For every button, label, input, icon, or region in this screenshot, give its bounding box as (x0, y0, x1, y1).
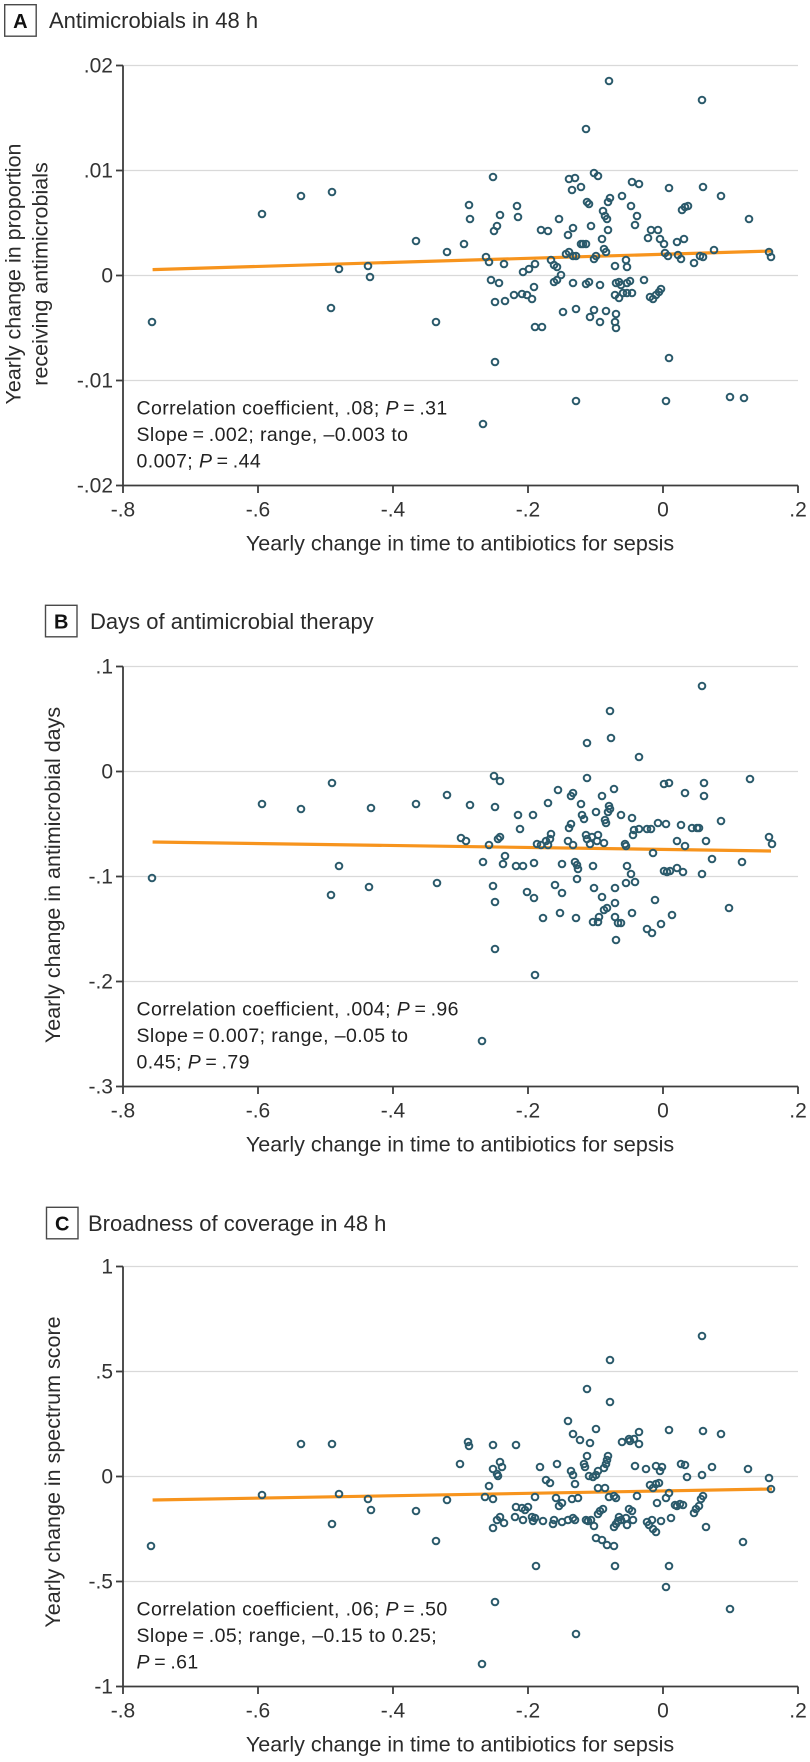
svg-text:Yearly change in proportion: Yearly change in proportion (2, 144, 26, 405)
svg-text:-.6: -.6 (246, 1100, 271, 1123)
svg-text:Broadness of coverage in 48 h: Broadness of coverage in 48 h (88, 1211, 386, 1236)
svg-text:B: B (54, 612, 68, 634)
svg-text:A: A (13, 11, 27, 33)
svg-text:-1: -1 (94, 1676, 113, 1699)
svg-text:.1: .1 (95, 656, 113, 679)
svg-text:-.8: -.8 (111, 1100, 136, 1123)
svg-text:Yearly change in time to antib: Yearly change in time to antibiotics for… (246, 1733, 674, 1757)
svg-text:Correlation coefficient, .004;: Correlation coefficient, .004; P = .96 (137, 999, 459, 1021)
svg-text:-.2: -.2 (516, 499, 541, 522)
svg-text:Yearly change in antimicrobial: Yearly change in antimicrobial days (41, 707, 65, 1043)
svg-text:-.4: -.4 (381, 1700, 406, 1723)
svg-text:.2: .2 (789, 1100, 807, 1123)
svg-text:.2: .2 (789, 499, 807, 522)
svg-text:0: 0 (101, 761, 113, 784)
svg-text:-.2: -.2 (516, 1100, 541, 1123)
svg-text:Slope = .05; range, –0.15 to 0: Slope = .05; range, –0.15 to 0.25; (137, 1625, 438, 1647)
svg-text:Correlation coefficient, .08;: Correlation coefficient, .08; P = .31 (137, 398, 448, 420)
svg-text:1: 1 (101, 1256, 113, 1279)
svg-text:receiving antimicrobials: receiving antimicrobials (29, 162, 53, 385)
svg-text:-.4: -.4 (381, 1100, 406, 1123)
svg-text:.01: .01 (84, 160, 113, 183)
svg-text:-.2: -.2 (88, 971, 113, 994)
svg-text:0.007; P = .44: 0.007; P = .44 (137, 451, 262, 473)
svg-text:0: 0 (657, 499, 669, 522)
svg-text:0: 0 (657, 1700, 669, 1723)
svg-text:Yearly change in spectrum scor: Yearly change in spectrum score (41, 1316, 65, 1627)
svg-text:P = .61: P = .61 (137, 1652, 199, 1674)
svg-text:-.01: -.01 (77, 370, 113, 393)
svg-text:-.6: -.6 (246, 499, 271, 522)
svg-text:0: 0 (101, 265, 113, 288)
svg-text:-.02: -.02 (77, 475, 113, 498)
svg-text:0: 0 (657, 1100, 669, 1123)
svg-text:-.1: -.1 (88, 866, 113, 889)
svg-text:-.5: -.5 (88, 1571, 113, 1594)
svg-text:.02: .02 (84, 55, 113, 78)
svg-text:Yearly change in time to antib: Yearly change in time to antibiotics for… (246, 1133, 674, 1157)
svg-text:Days of antimicrobial therapy: Days of antimicrobial therapy (90, 609, 374, 634)
svg-text:.2: .2 (789, 1700, 807, 1723)
svg-text:-.4: -.4 (381, 499, 406, 522)
svg-text:-.8: -.8 (111, 499, 136, 522)
svg-text:-.3: -.3 (88, 1076, 113, 1099)
svg-text:.5: .5 (95, 1361, 113, 1384)
svg-text:Slope = .002; range, –0.003 to: Slope = .002; range, –0.003 to (137, 424, 409, 446)
svg-text:Correlation coefficient, .06;: Correlation coefficient, .06; P = .50 (137, 1599, 448, 1621)
svg-text:Yearly change in time to antib: Yearly change in time to antibiotics for… (246, 532, 674, 556)
svg-text:Antimicrobials in 48 h: Antimicrobials in 48 h (49, 8, 258, 33)
svg-text:-.6: -.6 (246, 1700, 271, 1723)
svg-text:Slope = 0.007; range, –0.05 to: Slope = 0.007; range, –0.05 to (137, 1025, 409, 1047)
svg-text:-.2: -.2 (516, 1700, 541, 1723)
svg-text:-.8: -.8 (111, 1700, 136, 1723)
svg-text:0.45; P = .79: 0.45; P = .79 (137, 1052, 250, 1074)
svg-text:0: 0 (101, 1466, 113, 1489)
svg-text:C: C (55, 1214, 69, 1236)
